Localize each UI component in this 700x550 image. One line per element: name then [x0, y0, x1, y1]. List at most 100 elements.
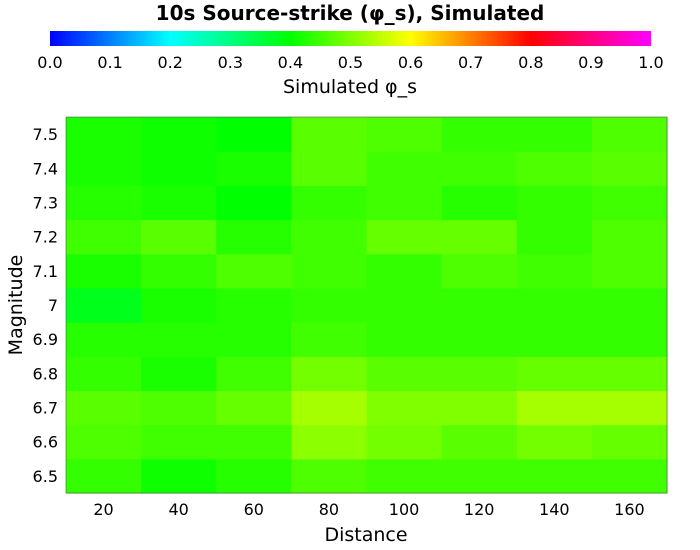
- x-tick-label: 100: [389, 500, 420, 519]
- heatmap-cell: [216, 424, 292, 460]
- heatmap-cell: [516, 424, 593, 460]
- heatmap-cell: [591, 322, 668, 357]
- heatmap-cell: [291, 390, 368, 426]
- y-tick-label: 6.9: [33, 330, 58, 349]
- heatmap-cell: [591, 356, 668, 392]
- heatmap-cell: [441, 390, 518, 426]
- colorbar-tick-label: 0.3: [218, 53, 243, 72]
- y-tick-label: 7.3: [33, 193, 58, 212]
- heatmap-cell: [216, 458, 292, 494]
- heatmap-cell: [141, 287, 217, 323]
- heatmap-cell: [66, 151, 142, 186]
- y-tick-label: 6.7: [33, 399, 58, 418]
- heatmap-cell: [441, 322, 518, 357]
- heatmap-cell: [516, 356, 593, 392]
- heatmap-cell: [66, 458, 142, 494]
- heatmap-cell: [366, 151, 443, 186]
- heatmap-cell: [591, 151, 668, 186]
- heatmap-cell: [141, 219, 217, 255]
- heatmap-cell: [441, 253, 518, 289]
- heatmap-cell: [66, 356, 142, 392]
- heatmap-cell: [216, 151, 292, 186]
- heatmap-cell: [516, 322, 593, 357]
- colorbar-ticks: 0.0 0.1 0.2 0.3 0.4 0.5 0.6 0.7 0.8 0.9 1.0: [37, 53, 663, 72]
- heatmap-cell: [366, 287, 443, 323]
- heatmap-cell: [366, 117, 443, 152]
- heatmap-cell: [366, 424, 443, 460]
- heatmap-cell: [441, 458, 518, 494]
- colorbar-tick-label: 0.8: [518, 53, 543, 72]
- colorbar-tick-label: 0.2: [157, 53, 182, 72]
- heatmap-cell: [291, 219, 368, 255]
- heatmap-cell: [141, 356, 217, 392]
- heatmap-cell: [366, 253, 443, 289]
- heatmap-cell: [591, 185, 668, 221]
- heatmap-cell: [66, 390, 142, 426]
- heatmap-cell: [516, 287, 593, 323]
- x-tick-label: 80: [319, 500, 339, 519]
- heatmap-cell: [216, 390, 292, 426]
- heatmap-cell: [141, 185, 217, 221]
- heatmap-cell: [441, 219, 518, 255]
- heatmap-cell: [291, 253, 368, 289]
- heatmap-cell: [291, 356, 368, 392]
- heatmap-cell: [291, 151, 368, 186]
- heatmap-cell: [591, 424, 668, 460]
- heatmap-cell: [441, 117, 518, 152]
- heatmap-cell: [216, 356, 292, 392]
- heatmap-cell: [216, 287, 292, 323]
- heatmap-cell: [516, 219, 593, 255]
- heatmap-cell: [441, 287, 518, 323]
- heatmap-cell: [216, 117, 292, 152]
- heatmap-cell: [141, 253, 217, 289]
- heatmap-cell: [441, 356, 518, 392]
- heatmap-cell: [591, 287, 668, 323]
- y-tick-label: 6.8: [33, 364, 58, 383]
- colorbar-tick-label: 1.0: [638, 53, 663, 72]
- y-axis-label: Magnitude: [5, 255, 27, 356]
- x-tick-label: 20: [93, 500, 113, 519]
- heatmap-cell: [291, 424, 368, 460]
- y-tick-label: 7.5: [33, 125, 58, 144]
- heatmap-cell: [66, 219, 142, 255]
- heatmap-cell: [516, 390, 593, 426]
- heatmap-cell: [291, 458, 368, 494]
- heatmap-cell: [141, 424, 217, 460]
- heatmap-cell: [141, 390, 217, 426]
- chart-title: 10s Source-strike (φ_s), Simulated: [156, 1, 545, 25]
- heatmap-cell: [141, 151, 217, 186]
- colorbar-tick-label: 0.0: [37, 53, 62, 72]
- heatmap-cell: [516, 185, 593, 221]
- plot-frame: [65, 116, 668, 494]
- heatmap-cell: [366, 322, 443, 357]
- x-tick-label: 120: [464, 500, 495, 519]
- heatmap-cell: [366, 185, 443, 221]
- x-axis-label: Distance: [324, 524, 407, 546]
- heatmap-cell: [516, 117, 593, 152]
- heatmap-cell: [66, 322, 142, 357]
- colorbar-tick-label: 0.1: [97, 53, 122, 72]
- heatmap-cell: [366, 219, 443, 255]
- heatmap-cell: [216, 322, 292, 357]
- heatmap-cells: [66, 117, 668, 494]
- heatmap-cell: [291, 117, 368, 152]
- x-tick-label: 40: [169, 500, 189, 519]
- heatmap-cell: [441, 424, 518, 460]
- colorbar-label: Simulated φ_s: [283, 76, 417, 98]
- y-tick-label: 7.2: [33, 228, 58, 247]
- colorbar-tick-label: 0.4: [278, 53, 303, 72]
- heatmap-cell: [291, 287, 368, 323]
- y-tick-label: 7.1: [33, 262, 58, 281]
- y-ticks: 6.5 6.6 6.7 6.8 6.9 7 7.1 7.2 7.3 7.4 7.5: [33, 125, 58, 486]
- heatmap-cell: [591, 117, 668, 152]
- heatmap-cell: [366, 390, 443, 426]
- colorbar: [50, 31, 651, 46]
- x-ticks: 20 40 60 80 100 120 140 160: [93, 500, 644, 519]
- heatmap-cell: [291, 185, 368, 221]
- heatmap-cell: [516, 458, 593, 494]
- x-tick-label: 140: [539, 500, 570, 519]
- heatmap-cell: [141, 322, 217, 357]
- heatmap-cell: [216, 219, 292, 255]
- heatmap-cell: [441, 185, 518, 221]
